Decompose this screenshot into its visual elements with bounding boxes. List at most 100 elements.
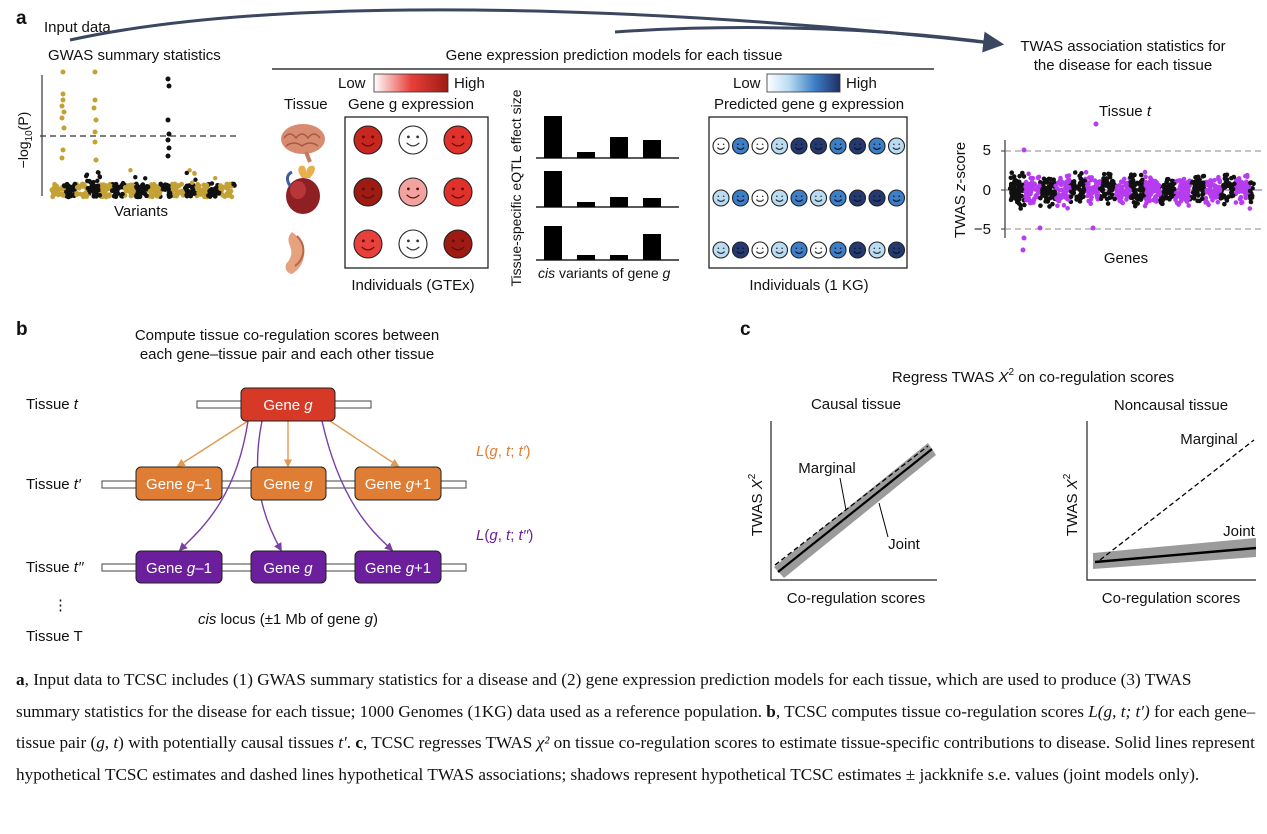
gene-label: Gene g+1: [365, 560, 431, 577]
twas-point: [1190, 190, 1196, 195]
predicted-face: [790, 241, 808, 259]
twas-point: [1032, 196, 1037, 201]
gwas-point: [106, 193, 112, 199]
predicted-eye: [815, 143, 817, 146]
gwas-peak-point: [165, 153, 171, 159]
predicted-mouth: [872, 147, 882, 150]
legend-red-low: Low: [338, 75, 366, 92]
gwas-point: [212, 175, 218, 181]
twas-point: [1027, 185, 1033, 190]
predicted-eye: [761, 195, 764, 198]
noncausal-se-band: [1093, 538, 1256, 569]
gwas-point: [153, 183, 159, 189]
L-tdoubleprime: L(g, t; t′′): [476, 527, 533, 544]
gwas-peak-point: [92, 129, 98, 135]
gwas-point: [134, 193, 139, 199]
twas-point: [1154, 187, 1160, 193]
twas-point: [1164, 188, 1170, 193]
twas-point: [1226, 194, 1232, 199]
eqtl-bar: [643, 198, 661, 207]
gwas-point: [224, 185, 230, 191]
cis-locus-label: cis locus (±1 Mb of gene g): [198, 611, 378, 628]
twas-point: [1109, 185, 1115, 190]
expression-face: [353, 177, 383, 207]
predicted-mouth: [814, 147, 823, 150]
predicted-face: [868, 241, 886, 259]
caption-c-text1: , TCSC regresses TWAS: [363, 733, 537, 752]
gwas-point: [184, 193, 190, 199]
gene-label: Gene g: [263, 560, 313, 577]
gwas-point: [216, 190, 222, 196]
predicted-face: [887, 137, 906, 155]
twas-plot: [1001, 121, 1262, 253]
predicted-eye: [893, 247, 895, 250]
twas-point: [1195, 193, 1201, 198]
twas-outlier-point: [1021, 235, 1027, 241]
twas-point: [1031, 181, 1036, 187]
gwas-point: [60, 193, 66, 198]
predicted-eye: [761, 247, 764, 250]
causal-xlabel: Co-regulation scores: [787, 590, 925, 607]
gwas-point: [225, 193, 230, 198]
caption-b-text1: , TCSC computes tissue co-regulation sco…: [775, 701, 1089, 721]
twas-point: [1200, 191, 1206, 197]
predicted-eye: [800, 195, 803, 198]
twas-point: [1222, 201, 1227, 207]
gwas-point: [61, 183, 67, 189]
twas-point: [1101, 176, 1106, 181]
twas-point: [1208, 178, 1213, 183]
twas-tick-0: 0: [983, 182, 991, 199]
predicted-mouth: [794, 199, 804, 202]
twas-point: [1061, 203, 1067, 208]
gwas-point: [163, 183, 169, 189]
twas-point: [1100, 181, 1105, 186]
twas-point: [1230, 193, 1236, 198]
gwas-point: [120, 180, 126, 186]
gwas-peak-point: [93, 157, 99, 163]
twas-point: [1026, 189, 1032, 195]
twas-point: [1091, 189, 1097, 195]
twas-point: [1043, 199, 1048, 204]
expression-face: [353, 125, 383, 155]
predicted-eye: [776, 143, 778, 146]
gwas-point: [67, 185, 73, 191]
twas-point: [1040, 185, 1046, 191]
twas-point: [1116, 194, 1121, 200]
predicted-mouth: [775, 251, 784, 254]
predicted-eye: [878, 247, 881, 250]
twas-outlier-point: [1021, 147, 1027, 153]
predicted-face: [887, 189, 906, 207]
twas-point: [1165, 176, 1170, 182]
twas-point: [1109, 192, 1115, 197]
gwas-point: [83, 173, 89, 179]
causal-joint-label: Joint: [888, 536, 921, 553]
twas-point: [1169, 191, 1174, 197]
noncausal-marginal-label: Marginal: [1180, 431, 1238, 448]
expression-eye: [406, 135, 410, 139]
twas-point: [1035, 175, 1041, 181]
predicted-eye: [781, 247, 783, 250]
twas-point: [1022, 202, 1027, 208]
gwas-point: [209, 181, 215, 186]
gwas-point: [156, 189, 161, 195]
predicted-mouth: [775, 199, 784, 202]
twas-point: [1186, 203, 1191, 208]
twas-point: [1131, 200, 1137, 205]
expression-face: [398, 229, 428, 259]
twas-point: [1128, 172, 1134, 177]
predicted-face: [809, 189, 828, 207]
expression-face: [443, 125, 473, 155]
predicted-face: [790, 189, 808, 207]
gene-box-t1-gp1: Gene g+1: [354, 466, 442, 501]
twas-point: [1098, 186, 1103, 192]
predicted-eye: [859, 143, 861, 146]
gene-box-t: Gene g: [240, 387, 336, 422]
twas-point: [1153, 199, 1159, 204]
panel-a-label: a: [16, 8, 27, 29]
gwas-peak-point: [61, 109, 67, 115]
gwas-point: [227, 181, 233, 187]
twas-point: [1107, 195, 1112, 201]
predicted-face: [770, 137, 789, 155]
twas-point: [1124, 197, 1129, 202]
twas-point: [1243, 188, 1248, 194]
